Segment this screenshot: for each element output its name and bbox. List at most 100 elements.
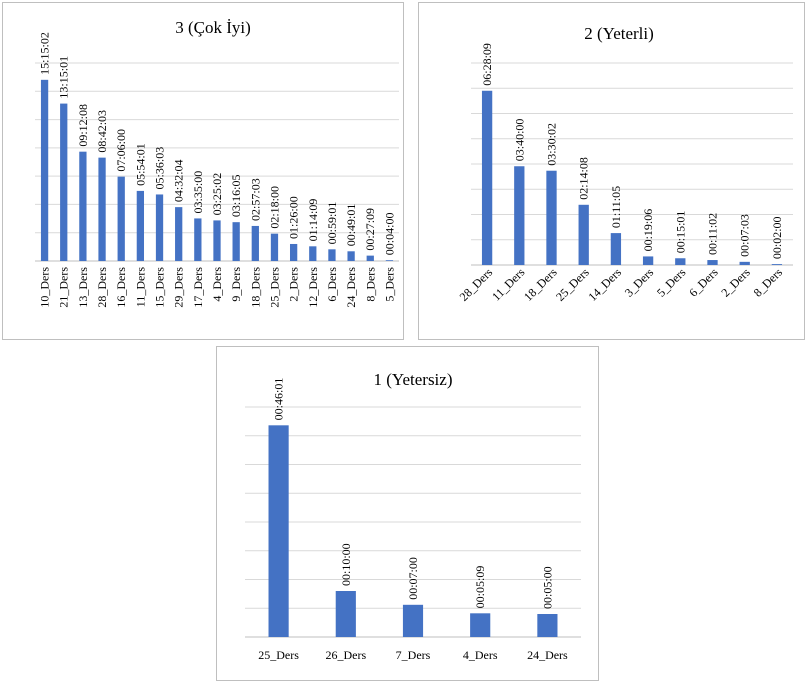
chart-title: 2 (Yeterli) bbox=[584, 24, 654, 43]
category-label-8_Ders: 8_Ders bbox=[751, 265, 786, 300]
bar-28_Ders bbox=[481, 90, 493, 265]
data-label-5_Ders: 00:15:01 bbox=[673, 211, 687, 254]
category-label-26_Ders: 26_Ders bbox=[325, 648, 366, 662]
category-label-29_Ders: 29_Ders bbox=[172, 267, 186, 308]
bar-14_Ders bbox=[610, 233, 622, 265]
bar-2_Ders bbox=[739, 261, 750, 265]
category-label-25_Ders: 25_Ders bbox=[553, 265, 592, 304]
data-label-29_Ders: 04:32:04 bbox=[172, 159, 186, 202]
bar-25_Ders bbox=[268, 425, 289, 637]
category-label-12_Ders: 12_Ders bbox=[306, 267, 320, 308]
data-label-28_Ders: 08:42:03 bbox=[95, 110, 109, 153]
bar-11_Ders bbox=[514, 166, 525, 265]
bar-6_Ders bbox=[328, 249, 336, 261]
category-label-24_Ders: 24_Ders bbox=[527, 648, 568, 662]
bar-26_Ders bbox=[335, 591, 356, 637]
category-label-28_Ders: 28_Ders bbox=[457, 265, 496, 304]
chart-panel-yeterli: 2 (Yeterli) 06:28:09 28_Ders 03:40:00 11_Der… bbox=[418, 2, 805, 340]
category-label-2_Ders: 2_Ders bbox=[718, 265, 753, 300]
category-label-6_Ders: 6_Ders bbox=[686, 265, 721, 300]
data-label-12_Ders: 01:14:09 bbox=[306, 199, 320, 242]
data-label-3_Ders: 00:19:06 bbox=[641, 209, 655, 252]
category-label-10_Ders: 10_Ders bbox=[38, 267, 52, 308]
data-label-2_Ders: 00:07:03 bbox=[738, 214, 752, 257]
chart-yetersiz: 1 (Yetersiz) 00:46:01 25_Ders 00:10:00 26_De… bbox=[245, 370, 581, 662]
chart-title: 1 (Yetersiz) bbox=[373, 370, 452, 389]
data-label-8_Ders: 00:02:00 bbox=[770, 216, 784, 259]
bar-9_Ders bbox=[232, 222, 240, 261]
data-label-6_Ders: 00:59:01 bbox=[325, 202, 339, 245]
bar-25_Ders bbox=[578, 204, 589, 265]
data-label-16_Ders: 07:06:00 bbox=[114, 129, 128, 172]
data-label-25_Ders: 00:46:01 bbox=[272, 378, 286, 421]
bar-5_Ders bbox=[385, 260, 394, 261]
data-label-10_Ders: 15:15:02 bbox=[38, 32, 52, 75]
data-label-7_Ders: 00:07:00 bbox=[406, 557, 420, 600]
data-label-18_Ders: 02:57:03 bbox=[248, 178, 262, 221]
data-label-11_Ders: 03:40:00 bbox=[512, 119, 526, 162]
category-label-5_Ders: 5_Ders bbox=[654, 265, 689, 300]
chart-panel-cok-iyi: 3 (Çok İyi) 15:15:02 10_Ders 13:15:01 21_Der… bbox=[2, 2, 404, 340]
data-label-13_Ders: 09:12:08 bbox=[76, 104, 90, 147]
data-label-17_Ders: 03:35:00 bbox=[191, 171, 205, 214]
chart-cok-iyi: 3 (Çok İyi) 15:15:02 10_Ders 13:15:01 21_Der… bbox=[35, 18, 399, 308]
bar-24_Ders bbox=[347, 251, 355, 261]
category-label-3_Ders: 3_Ders bbox=[622, 265, 657, 300]
category-label-8_Ders: 8_Ders bbox=[363, 267, 377, 302]
bar-24_Ders bbox=[537, 614, 558, 637]
category-label-13_Ders: 13_Ders bbox=[76, 267, 90, 308]
bar-15_Ders bbox=[155, 194, 164, 261]
category-label-14_Ders: 14_Ders bbox=[585, 265, 624, 304]
data-label-2_Ders: 01:26:00 bbox=[287, 196, 301, 239]
bar-29_Ders bbox=[175, 207, 183, 261]
category-label-7_Ders: 7_Ders bbox=[396, 648, 431, 662]
bar-16_Ders bbox=[117, 176, 125, 261]
data-label-6_Ders: 00:11:02 bbox=[706, 213, 720, 255]
category-label-18_Ders: 18_Ders bbox=[248, 267, 262, 308]
category-label-5_Ders: 5_Ders bbox=[382, 267, 396, 302]
data-label-28_Ders: 06:28:09 bbox=[480, 43, 494, 86]
bar-6_Ders bbox=[707, 260, 718, 265]
category-label-4_Ders: 4_Ders bbox=[210, 267, 224, 302]
data-label-5_Ders: 00:04:00 bbox=[382, 213, 396, 256]
data-label-11_Ders: 05:54:01 bbox=[133, 143, 147, 186]
data-label-25_Ders: 02:18:00 bbox=[267, 186, 281, 229]
bar-17_Ders bbox=[194, 218, 202, 261]
bar-28_Ders bbox=[98, 157, 106, 261]
bar-4_Ders bbox=[213, 220, 221, 261]
data-label-14_Ders: 01:11:05 bbox=[609, 186, 623, 228]
data-label-21_Ders: 13:15:01 bbox=[57, 56, 71, 99]
bar-25_Ders bbox=[270, 233, 279, 261]
data-label-9_Ders: 03:16:05 bbox=[229, 175, 243, 218]
data-label-4_Ders: 00:05:09 bbox=[473, 566, 487, 609]
bar-13_Ders bbox=[79, 151, 87, 261]
category-label-24_Ders: 24_Ders bbox=[344, 267, 358, 308]
category-label-16_Ders: 16_Ders bbox=[114, 267, 128, 308]
bar-2_Ders bbox=[289, 243, 298, 261]
category-label-25_Ders: 25_Ders bbox=[258, 648, 299, 662]
category-label-9_Ders: 9_Ders bbox=[229, 267, 243, 302]
category-label-15_Ders: 15_Ders bbox=[153, 267, 167, 308]
chart-title: 3 (Çok İyi) bbox=[175, 18, 251, 37]
data-label-24_Ders: 00:05:00 bbox=[540, 566, 554, 609]
category-label-4_Ders: 4_Ders bbox=[463, 648, 498, 662]
bar-5_Ders bbox=[675, 258, 686, 265]
category-label-28_Ders: 28_Ders bbox=[95, 267, 109, 308]
category-label-21_Ders: 21_Ders bbox=[57, 267, 71, 308]
data-label-24_Ders: 00:49:01 bbox=[344, 204, 358, 247]
bar-18_Ders bbox=[251, 225, 259, 261]
category-label-18_Ders: 18_Ders bbox=[521, 265, 560, 304]
bar-10_Ders bbox=[40, 79, 49, 261]
data-label-25_Ders: 02:14:08 bbox=[577, 157, 591, 200]
category-label-25_Ders: 25_Ders bbox=[267, 267, 281, 308]
bar-8_Ders bbox=[771, 264, 783, 265]
bar-11_Ders bbox=[136, 190, 145, 261]
data-label-18_Ders: 03:30:02 bbox=[545, 123, 559, 166]
data-label-26_Ders: 00:10:00 bbox=[339, 543, 353, 586]
bar-7_Ders bbox=[402, 604, 424, 637]
data-label-8_Ders: 00:27:09 bbox=[363, 208, 377, 251]
bar-21_Ders bbox=[60, 103, 68, 262]
bar-3_Ders bbox=[642, 256, 654, 265]
chart-panel-yetersiz: 1 (Yetersiz) 00:46:01 25_Ders 00:10:00 26_De… bbox=[216, 346, 599, 681]
bar-12_Ders bbox=[309, 246, 317, 261]
